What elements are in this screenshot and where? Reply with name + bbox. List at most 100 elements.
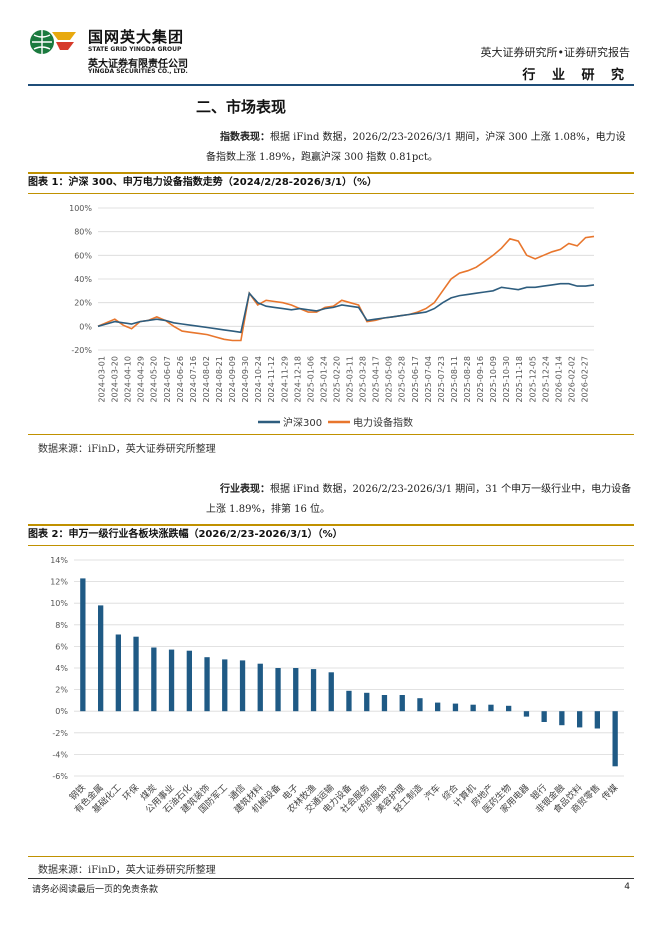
bar — [612, 711, 618, 767]
bar — [435, 702, 441, 712]
legend-power-label: 电力设备指数 — [353, 416, 413, 429]
x-tick-label: 2024-11-29 — [280, 356, 289, 403]
x-tick-label: 2025-09-16 — [476, 356, 485, 403]
securities-name-en: YINGDA SECURITIES CO., LTD. — [88, 68, 188, 75]
x-tick-label: 2026-02-02 — [567, 356, 576, 403]
x-tick-label: 2025-08-28 — [463, 356, 472, 403]
x-tick-label: 2024-06-07 — [163, 356, 172, 403]
figure-title-rule — [28, 193, 634, 194]
figure-top-rule — [28, 172, 634, 174]
bar — [506, 705, 512, 712]
x-tick-label: 2025-05-09 — [385, 356, 394, 403]
x-tick-label: 2025-06-17 — [411, 356, 420, 403]
bar — [204, 657, 210, 712]
bar — [470, 704, 476, 712]
report-series: 英大证券研究所•证券研究报告 — [480, 46, 631, 59]
bar — [559, 711, 565, 726]
bar — [541, 711, 547, 722]
legend-hs300-label: 沪深300 — [283, 416, 322, 429]
bar — [577, 711, 583, 728]
y-tick-label: 80% — [74, 228, 92, 237]
bar — [364, 692, 370, 712]
bar — [222, 659, 228, 712]
x-tick-label: 2025-04-17 — [372, 356, 381, 403]
bar — [346, 690, 352, 712]
x-tick-label: 2025-10-30 — [502, 356, 511, 403]
figure-bottom-rule — [28, 434, 634, 435]
x-tick-label: 2025-01-24 — [319, 356, 328, 403]
paragraph-text: 根据 iFind 数据，2026/2/23-2026/3/1 期间，沪深 300… — [206, 132, 626, 163]
company-name: 国网英大集团 — [88, 28, 185, 46]
x-tick-label: 2024-06-26 — [176, 356, 185, 403]
figure-2-source: 数据来源：iFinD，英大证券研究所整理 — [38, 865, 216, 876]
bar — [328, 672, 334, 712]
bar — [133, 636, 139, 712]
figure-1-source: 数据来源：iFinD，英大证券研究所整理 — [38, 444, 216, 455]
figure-2-title: 图表 2：申万一级行业各板块涨跌幅（2026/2/23-2026/3/1）（%） — [28, 529, 343, 540]
bar — [594, 711, 600, 729]
bar — [399, 695, 405, 712]
x-tick-label: 环保 — [120, 782, 141, 803]
paragraph-index-performance: 指数表现：根据 iFind 数据，2026/2/23-2026/3/1 期间，沪… — [206, 128, 634, 168]
bar — [293, 668, 299, 712]
x-tick-label: 2025-07-04 — [424, 356, 433, 403]
paragraph-text: 根据 iFind 数据，2026/2/23-2026/3/1 期间，31 个申万… — [206, 484, 632, 515]
bar — [168, 649, 175, 712]
figure-1-title: 图表 1：沪深 300、申万电力设备指数走势（2024/2/28-2026/3/… — [28, 177, 378, 188]
chart-bars — [80, 578, 618, 767]
section-title: 二、市场表现 — [196, 98, 287, 116]
x-tick-label: 2024-08-21 — [215, 356, 224, 403]
bar — [98, 605, 104, 712]
y-tick-label: 2% — [55, 686, 68, 695]
figure-bottom-rule — [28, 856, 634, 857]
bar — [488, 704, 494, 712]
x-tick-label: 2025-03-11 — [346, 356, 355, 403]
x-tick-label: 2024-03-01 — [98, 356, 107, 403]
bar — [239, 660, 246, 712]
figure-top-rule — [28, 524, 634, 526]
y-tick-label: 12% — [50, 578, 68, 587]
chart-gridlines — [98, 207, 594, 351]
y-tick-label: 60% — [74, 251, 92, 260]
x-tick-label: 2025-08-11 — [450, 356, 459, 403]
x-tick-label: 2024-12-18 — [293, 356, 302, 403]
x-tick-label: 2024-09-09 — [228, 356, 237, 403]
x-tick-label: 2025-07-23 — [437, 356, 446, 403]
y-tick-label: 100% — [69, 204, 92, 213]
y-tick-label: 14% — [50, 556, 68, 565]
paragraph-industry-performance: 行业表现：根据 iFind 数据，2026/2/23-2026/3/1 期间，3… — [206, 480, 634, 520]
y-tick-label: 0% — [79, 322, 92, 331]
x-tick-label: 2025-05-28 — [398, 356, 407, 403]
x-tick-label: 汽车 — [422, 782, 443, 803]
bar — [523, 711, 530, 717]
x-tick-label: 2025-11-18 — [515, 356, 524, 403]
y-axis-ticks: -6% -4% -2% 0% 2% 4% 6% 8% 10% 12% 14% — [50, 556, 68, 781]
line-chart-index: -20%0%20%40%60%80%100% 2024-03-01 2024-03… — [69, 204, 595, 429]
bar — [151, 647, 157, 712]
header-rule — [28, 84, 634, 86]
x-tick-label: 传媒 — [599, 782, 620, 803]
x-tick-label: 2024-04-10 — [124, 356, 133, 403]
x-tick-label: 2025-12-24 — [541, 356, 550, 403]
paragraph-lead: 行业表现： — [220, 484, 270, 495]
paragraph-lead: 指数表现： — [220, 132, 270, 143]
y-tick-label: 0% — [55, 707, 68, 716]
bar-chart-industries: -6% -4% -2% 0% 2% 4% 6% 8% 10% 12% 14% 钢铁有色金属基础化工环… — [50, 556, 624, 816]
page-number: 4 — [624, 882, 630, 892]
x-axis-ticks: 2024-03-01 2024-03-20 2024-04-10 2024-04-29… — [98, 356, 590, 403]
series-power-equipment-line — [97, 235, 595, 342]
x-tick-label: 2025-02-20 — [332, 356, 341, 403]
y-tick-label: -6% — [52, 772, 68, 781]
y-tick-label: 10% — [50, 599, 68, 608]
y-tick-label: -20% — [71, 346, 92, 355]
footer-rule — [28, 878, 634, 879]
x-tick-label: 2024-04-29 — [137, 356, 146, 403]
y-axis-ticks: -20% 0% 20% 40% 60% 80% 100% — [69, 204, 92, 355]
x-tick-label: 2024-07-16 — [189, 356, 198, 403]
x-tick-label: 2024-09-30 — [241, 356, 250, 403]
x-tick-label: 2025-01-06 — [306, 356, 315, 403]
chart-gridlines — [74, 559, 624, 777]
bar — [80, 578, 86, 712]
x-axis-ticks: 钢铁有色金属基础化工环保煤炭公用事业石油石化建筑装饰国防军工通信建筑材料机械设备… — [67, 782, 620, 816]
figure-title-rule — [28, 545, 634, 546]
